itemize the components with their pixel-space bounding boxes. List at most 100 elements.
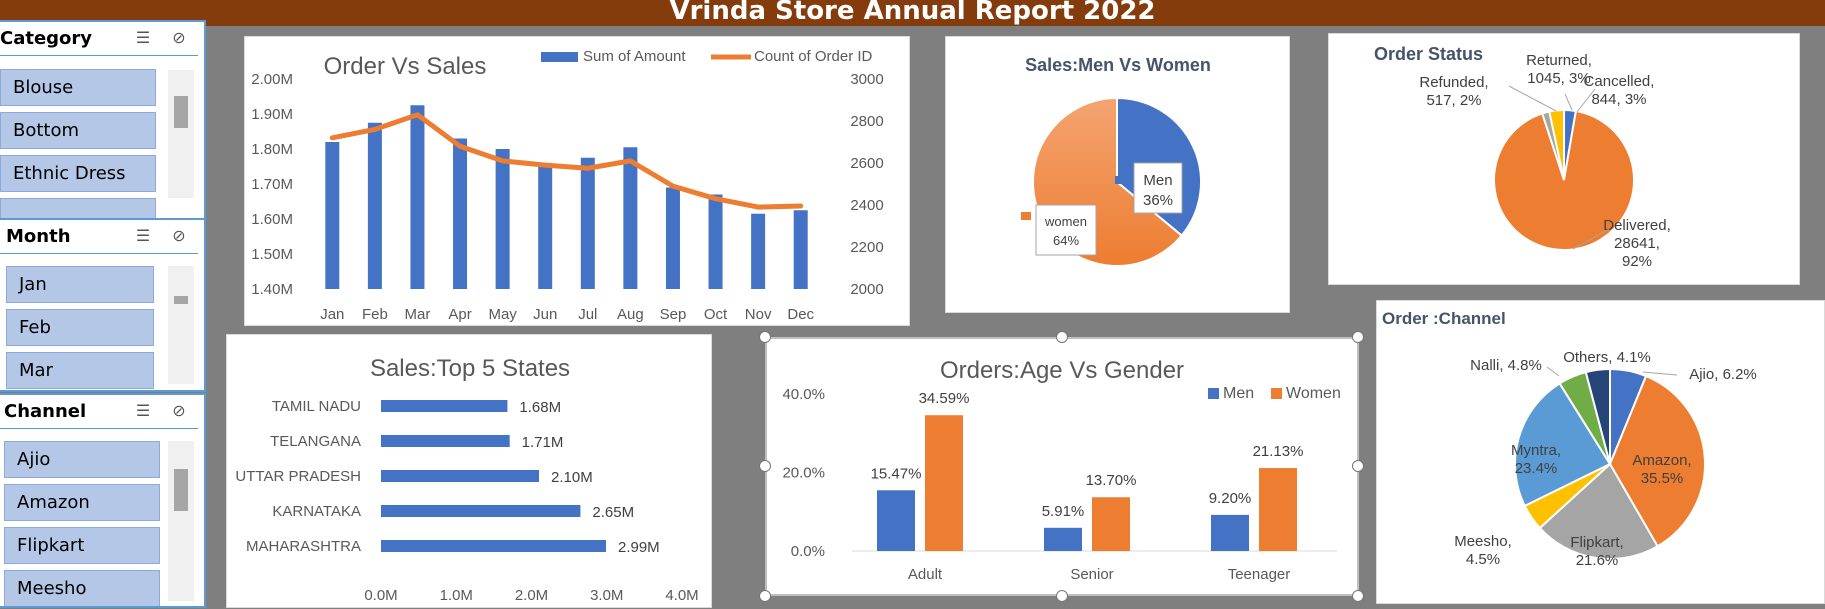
x-tick: 3.0M [590,587,623,604]
resize-handle[interactable] [759,590,771,602]
slicer-item-ajio[interactable]: Ajio [4,441,160,478]
x-tick: Dec [787,306,814,323]
resize-handle[interactable] [1056,331,1068,343]
slicer-item-ethnic-dress[interactable]: Ethnic Dress [0,155,156,192]
bar-value: 13.70% [1086,472,1137,489]
x-tick: Apr [448,306,471,323]
leader-ajio [1642,371,1678,376]
label-flipkart: Flipkart, 21.6% [1570,534,1623,569]
state-value: 2.10M [551,469,593,486]
legend-swatch-amount [541,52,578,62]
legend-swatch-men [1208,388,1219,399]
scroll-thumb[interactable] [174,96,188,128]
resize-handle[interactable] [759,460,771,472]
bar-state-2 [381,470,540,482]
order-status-card[interactable]: Order Status Cancelled, 844, 3% Delivered, 2… [1328,33,1800,285]
women-value: 64% [1053,233,1079,248]
bar-amount-may [495,149,510,289]
state-label: MAHARASHTRA [246,538,361,555]
bar-value: 21.13% [1253,443,1304,460]
resize-handle[interactable] [1352,331,1364,343]
slicer-item-flipkart[interactable]: Flipkart [4,527,160,564]
slicer-title: Category [0,28,93,49]
bar-men-teenager [1211,514,1249,551]
x-tick: Oct [704,306,728,323]
top-states-card[interactable]: Sales:Top 5 States TAMIL NADU 1.68M TELANGA… [226,334,712,608]
state-label: TELANGANA [270,433,361,450]
y-right-tick: 2200 [850,239,883,256]
resize-handle[interactable] [759,331,771,343]
x-tick: Adult [908,566,943,583]
order-vs-sales-card[interactable]: Order Vs Sales Sum of Amount Count of Orde… [244,36,910,326]
label-meesho: Meesho, 4.5% [1454,533,1512,568]
label-myntra: Myntra, 23.4% [1511,442,1561,477]
slicer-item-mar[interactable]: Mar [6,352,154,389]
slicer-scrollbar[interactable] [168,70,194,198]
slicer-item-meesho[interactable]: Meesho [4,570,160,606]
x-tick: Nov [745,306,772,323]
x-tick: 4.0M [665,587,698,604]
month-slicer[interactable]: Month ☰ ⊘ Jan Feb Mar [0,218,206,392]
slicer-item-blouse[interactable]: Blouse [0,69,156,106]
y-right-tick: 2600 [850,155,883,172]
x-tick: Senior [1070,566,1113,583]
men-value: 36% [1143,192,1173,209]
sales-men-women-card[interactable]: Sales:Men Vs Women Men 36% women 64% [945,36,1290,313]
slicer-item-bottom[interactable]: Bottom [0,112,156,149]
order-channel-chart: Order :Channel Ajio, 6.2% Amazon, 35.5% Flip… [1382,309,1757,569]
bar-state-3 [381,505,581,517]
slicer-scrollbar[interactable] [168,441,194,601]
bar-amount-feb [367,122,382,289]
report-banner: Vrinda Store Annual Report 2022 [0,0,1825,26]
label-others: Others, 4.1% [1563,349,1651,366]
clear-filter-icon[interactable]: ⊘ [172,227,186,245]
sales-men-women-chart: Sales:Men Vs Women Men 36% women 64% [1021,55,1211,267]
clear-filter-icon[interactable]: ⊘ [172,402,186,420]
slicer-scrollbar[interactable] [168,266,194,384]
order-channel-card[interactable]: Order :Channel Ajio, 6.2% Amazon, 35.5% Flip… [1376,300,1825,604]
bar-amount-jan [325,142,340,289]
category-slicer[interactable]: Category ☰ ⊘ Blouse Bottom Ethnic Dress [0,20,206,220]
chart-title: Order Status [1374,44,1483,64]
age-vs-gender-card[interactable]: Orders:Age Vs Gender Men Women 0.0% 20.0% 40.… [765,337,1359,596]
scroll-thumb[interactable] [174,296,188,304]
multi-select-icon[interactable]: ☰ [135,402,151,420]
bar-women-senior [1092,497,1130,551]
slicer-item-amazon[interactable]: Amazon [4,484,160,521]
resize-handle[interactable] [1352,460,1364,472]
line-order-count [329,112,804,210]
bar-amount-apr [453,138,468,289]
x-tick: Mar [405,306,431,323]
bar-amount-jul [580,157,595,289]
x-tick: Feb [362,306,388,323]
multi-select-icon[interactable]: ☰ [135,29,151,47]
channel-slicer[interactable]: Channel ☰ ⊘ Ajio Amazon Flipkart Meesho [0,393,206,608]
legend-label-orders: Count of Order ID [754,48,873,65]
slicer-item-feb[interactable]: Feb [6,309,154,346]
legend-label-men: Men [1223,385,1254,402]
men-marker [1115,176,1123,184]
channel-slice-others [1584,367,1611,465]
slicer-title: Channel [4,401,87,422]
women-label: women [1044,214,1087,229]
y-left-tick: 1.40M [251,281,293,298]
x-tick: 0.0M [364,587,397,604]
slicer-item-jan[interactable]: Jan [6,266,154,303]
state-label: UTTAR PRADESH [235,468,361,485]
status-slice-delivered [1493,109,1635,251]
slicer-header: Category ☰ ⊘ [0,22,198,56]
slicer-item-partial[interactable] [0,198,156,218]
y-tick: 0.0% [791,543,825,560]
bar-amount-mar [410,105,425,289]
chart-title: Order :Channel [1382,309,1506,328]
multi-select-icon[interactable]: ☰ [135,227,151,245]
x-tick: Jul [578,306,597,323]
resize-handle[interactable] [1056,590,1068,602]
leader-cancelled [1576,88,1596,113]
scroll-thumb[interactable] [174,469,188,511]
state-value: 2.99M [618,539,660,556]
y-right-tick: 2800 [850,113,883,130]
y-right-tick: 2000 [850,281,883,298]
resize-handle[interactable] [1352,590,1364,602]
clear-filter-icon[interactable]: ⊘ [172,29,186,47]
